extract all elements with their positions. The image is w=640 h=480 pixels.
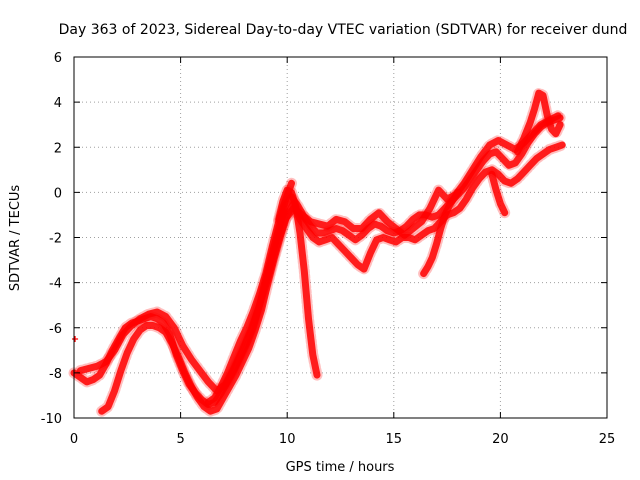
chart-title: Day 363 of 2023, Sidereal Day-to-day VTE… <box>59 22 628 38</box>
y-tick-label: -2 <box>49 232 62 247</box>
grid <box>74 57 607 418</box>
series-upper-markers <box>74 110 564 397</box>
x-tick-label: 20 <box>492 432 509 447</box>
series-spike-markers <box>512 87 566 158</box>
series-tail <box>488 170 509 217</box>
y-tick-label: -10 <box>41 412 62 427</box>
series-main <box>70 114 564 408</box>
x-axis: 0 5 10 15 20 25 <box>70 57 615 447</box>
y-tick-label: 6 <box>54 51 62 66</box>
series-tail-markers <box>486 168 511 219</box>
series-lower-markers <box>96 139 568 417</box>
series-spike <box>514 89 564 156</box>
annotation-marker <box>72 336 79 343</box>
series-lower <box>98 141 566 415</box>
x-tick-label: 25 <box>599 432 616 447</box>
series-layer <box>68 87 568 417</box>
series-upper <box>76 112 562 395</box>
plot-frame <box>73 56 608 419</box>
series-rise <box>204 179 295 406</box>
series-hook <box>420 188 462 278</box>
y-axis: -10 -8 -6 -4 -2 0 2 4 6 <box>41 51 607 427</box>
series-hook-markers <box>418 186 464 280</box>
series-main-markers <box>68 112 566 410</box>
y-tick-label: 2 <box>54 141 62 156</box>
x-tick-label: 0 <box>70 432 78 447</box>
y-tick-label: -6 <box>49 322 62 337</box>
y-tick-label: 4 <box>54 96 62 111</box>
x-axis-label: GPS time / hours <box>286 460 395 475</box>
y-tick-label: 0 <box>54 186 62 201</box>
y-axis-label: SDTVAR / TECUs <box>8 185 23 292</box>
x-tick-label: 15 <box>386 432 403 447</box>
y-tick-label: -8 <box>49 367 62 382</box>
y-tick-label: -4 <box>49 277 62 292</box>
x-tick-label: 10 <box>279 432 296 447</box>
series-rise-markers <box>202 177 297 408</box>
x-tick-label: 5 <box>176 432 184 447</box>
